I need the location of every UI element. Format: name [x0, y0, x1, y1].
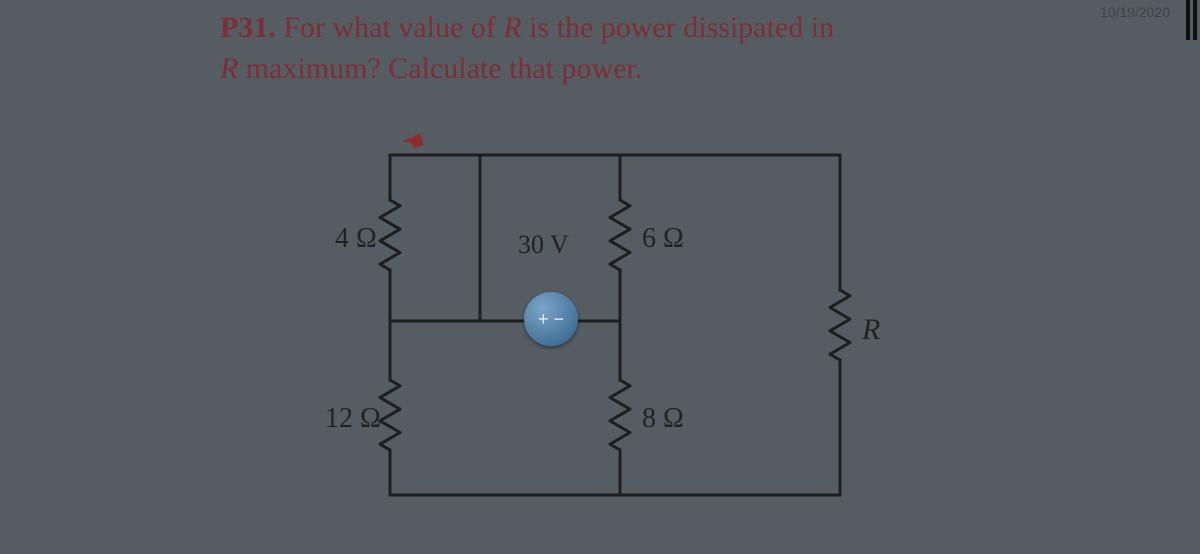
circuit-svg: [300, 130, 900, 530]
resistor-8ohm-label: 8 Ω: [642, 403, 684, 435]
resistor-6ohm-label: 6 Ω: [642, 223, 684, 255]
resistor-12ohm-label: 12 Ω: [325, 403, 381, 435]
resistor-4ohm-label: 4 Ω: [335, 223, 377, 255]
voltage-source-label: 30 V: [518, 230, 569, 260]
problem-number: P31.: [220, 11, 276, 44]
problem-var-r-2: R: [220, 52, 238, 85]
edge-decoration: [1186, 0, 1200, 40]
problem-text-3: maximum? Calculate that power.: [238, 52, 642, 85]
timestamp: 10/19/2020: [1100, 4, 1170, 20]
problem-text-1: For what value of: [276, 11, 503, 44]
problem-var-r-1: R: [503, 11, 521, 44]
problem-statement: P31. For what value of R is the power di…: [220, 8, 980, 89]
problem-text-2: is the power dissipated in: [522, 11, 834, 44]
resistor-R-label: R: [862, 313, 880, 347]
voltage-source-symbol: + −: [524, 292, 578, 346]
circuit-diagram: ☚ 4 Ω 12 Ω 6 Ω 8 Ω R 30 V + −: [300, 130, 900, 530]
